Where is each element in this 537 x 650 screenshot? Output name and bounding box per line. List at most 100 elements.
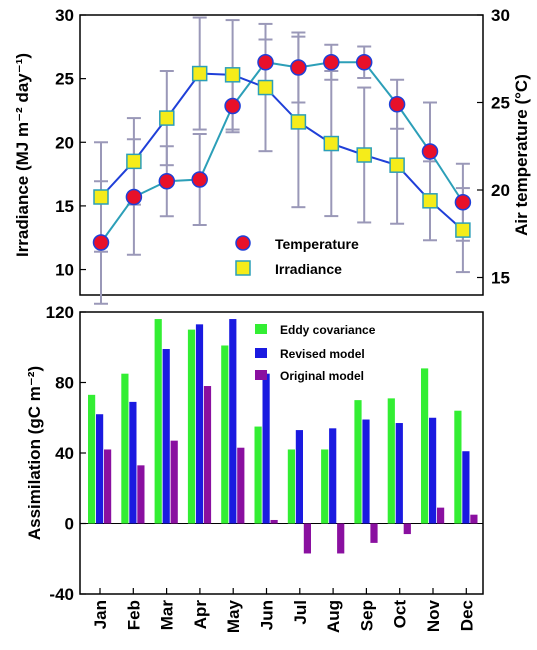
temperature-point bbox=[323, 54, 340, 71]
legend-eddy-swatch bbox=[255, 324, 267, 334]
month-label: Aug bbox=[324, 600, 343, 633]
top-left-axis: 10 15 20 25 30 bbox=[55, 6, 86, 280]
original-bar bbox=[170, 440, 178, 524]
month-label: May bbox=[224, 599, 243, 633]
temperature-point bbox=[421, 143, 439, 160]
y-tick-label: 40 bbox=[55, 444, 74, 463]
eddy-bar bbox=[321, 449, 329, 524]
top-panel: 10 15 20 25 30 15 20 25 30 Irradiance (MJ m⁻² d… bbox=[13, 6, 531, 305]
temperature-point bbox=[388, 96, 406, 113]
original-bar bbox=[237, 447, 245, 524]
original-bar bbox=[137, 465, 145, 524]
top-plot-frame bbox=[79, 14, 484, 296]
y-tick-label: -40 bbox=[49, 585, 74, 604]
revised-bar bbox=[362, 419, 370, 524]
month-label: Mar bbox=[158, 600, 177, 631]
month-label: Jun bbox=[258, 600, 277, 630]
original-bar bbox=[270, 519, 278, 524]
month-label: Oct bbox=[391, 600, 410, 629]
top-legend: Temperature Irradiance bbox=[235, 235, 359, 277]
left-tick-label: 10 bbox=[55, 261, 74, 280]
irradiance-point bbox=[191, 65, 208, 82]
irradiance-line bbox=[100, 72, 464, 231]
revised-bar bbox=[395, 423, 403, 524]
left-tick-label: 30 bbox=[55, 6, 74, 25]
x-axis: Jan Feb Mar Apr May Jun Jul Aug Sep Oct Nov Dec bbox=[91, 588, 476, 633]
revised-bar bbox=[262, 373, 270, 524]
left-tick-label: 15 bbox=[55, 197, 74, 216]
month-label: Apr bbox=[191, 600, 210, 630]
revised-bar bbox=[195, 324, 204, 524]
eddy-bar bbox=[454, 410, 462, 524]
irradiance-point bbox=[159, 110, 175, 126]
month-label: Jan bbox=[91, 600, 110, 629]
irradiance-point bbox=[389, 157, 405, 173]
revised-bar bbox=[462, 451, 470, 524]
eddy-bar bbox=[421, 368, 429, 524]
legend-revised-label: Revised model bbox=[280, 347, 365, 361]
eddy-bar bbox=[187, 329, 196, 524]
original-bar bbox=[303, 523, 311, 554]
legend-irradiance-label: Irradiance bbox=[275, 261, 342, 277]
revised-bar bbox=[295, 430, 303, 524]
legend-original-label: Original model bbox=[280, 369, 364, 383]
right-tick-label: 30 bbox=[491, 6, 510, 25]
original-bar bbox=[403, 523, 411, 535]
eddy-bar bbox=[121, 373, 129, 524]
right-tick-label: 25 bbox=[491, 94, 510, 113]
revised-bar bbox=[229, 319, 237, 524]
month-label: Dec bbox=[457, 600, 476, 631]
eddy-bar bbox=[354, 400, 362, 524]
irradiance-point bbox=[126, 153, 142, 170]
month-label: Nov bbox=[424, 599, 443, 632]
left-tick-label: 20 bbox=[55, 133, 74, 152]
original-bar bbox=[370, 523, 378, 543]
eddy-bar bbox=[88, 394, 96, 524]
irradiance-point bbox=[422, 193, 438, 209]
bottom-legend: Eddy covariance Revised model Original m… bbox=[255, 323, 376, 383]
right-tick-label: 15 bbox=[491, 269, 510, 288]
month-label: Sep bbox=[357, 600, 376, 631]
temperature-point bbox=[355, 54, 373, 71]
top-right-axis-label: Air temperature (°C) bbox=[512, 74, 531, 236]
original-bar bbox=[203, 386, 212, 524]
irradiance-point bbox=[224, 67, 241, 83]
revised-bar bbox=[329, 428, 337, 524]
top-markers bbox=[92, 54, 472, 251]
y-tick-label: 0 bbox=[65, 515, 74, 534]
irradiance-point bbox=[93, 189, 109, 205]
month-label: Jul bbox=[291, 600, 310, 625]
revised-bar bbox=[162, 349, 170, 524]
eddy-bar bbox=[221, 345, 229, 524]
temperature-point bbox=[257, 54, 274, 71]
original-bar bbox=[104, 449, 112, 524]
legend-temperature-label: Temperature bbox=[275, 236, 359, 252]
irradiance-point bbox=[455, 222, 471, 238]
temperature-point bbox=[158, 173, 176, 190]
temperature-point bbox=[92, 234, 110, 251]
irradiance-point bbox=[257, 79, 274, 96]
revised-bar bbox=[96, 414, 104, 524]
legend-temperature-marker bbox=[235, 235, 251, 251]
revised-bar bbox=[429, 417, 437, 524]
legend-eddy-label: Eddy covariance bbox=[280, 323, 376, 337]
legend-original-swatch bbox=[255, 370, 267, 380]
y-tick-label: 120 bbox=[46, 303, 74, 322]
eddy-bar bbox=[154, 319, 162, 524]
temperature-point bbox=[125, 188, 143, 206]
top-right-axis: 15 20 25 30 bbox=[477, 6, 510, 288]
irradiance-point bbox=[290, 114, 307, 130]
top-lines bbox=[100, 61, 464, 244]
legend-irradiance-marker bbox=[235, 260, 251, 276]
month-label: Feb bbox=[124, 600, 143, 630]
original-bar bbox=[470, 514, 478, 524]
eddy-bar bbox=[387, 398, 395, 524]
eddy-bar bbox=[287, 449, 295, 524]
temperature-point bbox=[191, 171, 208, 188]
temperature-point bbox=[224, 97, 241, 115]
temperature-line bbox=[100, 61, 464, 244]
irradiance-point bbox=[323, 135, 340, 152]
original-bar bbox=[437, 507, 445, 524]
irradiance-point bbox=[356, 147, 372, 163]
